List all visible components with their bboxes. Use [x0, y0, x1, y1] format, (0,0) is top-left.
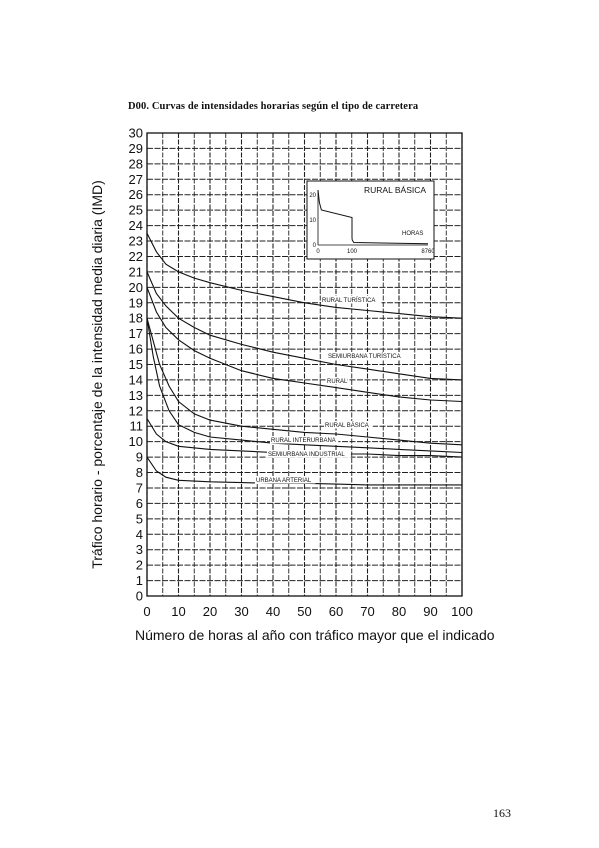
y-tick-label: 12: [129, 403, 143, 418]
x-tick-label: 50: [297, 604, 311, 619]
y-tick-label: 5: [136, 511, 143, 526]
inset-title: RURAL BÁSICA: [364, 185, 426, 195]
y-tick-label: 8: [136, 465, 143, 480]
series-line: [146, 318, 463, 446]
series-label-bg: [255, 476, 316, 484]
inset-x-tick: 8760: [421, 249, 435, 255]
series-line: [146, 271, 463, 381]
y-axis-label: Tráfico horario - porcentaje de la inten…: [89, 180, 105, 569]
y-tick-label: 15: [129, 357, 143, 372]
x-tick-label: 0: [143, 604, 150, 619]
y-tick-label: 16: [129, 342, 143, 357]
series-label: URBANA ARTERIAL: [256, 478, 312, 484]
x-tick-label: 20: [203, 604, 217, 619]
y-tick-label: 19: [129, 295, 143, 310]
y-tick-label: 20: [129, 280, 143, 295]
y-tick-label: 2: [136, 558, 143, 573]
y-tick-label: 28: [129, 156, 143, 171]
series-label-bg: [326, 377, 348, 385]
x-tick-label: 10: [171, 604, 185, 619]
x-tick-label: 100: [451, 604, 473, 619]
x-tick-label: 80: [392, 604, 406, 619]
inset-x-tick: 0: [316, 249, 320, 255]
series-label-bg: [327, 352, 407, 360]
series-label-bg: [270, 436, 339, 444]
x-tick-label: 40: [266, 604, 280, 619]
plot-frame: [146, 132, 463, 597]
inset-frame: [306, 180, 435, 260]
inset-chart: RURAL BÁSICA HORAS 0 10 20 0 100 8760: [306, 180, 435, 260]
x-tick-label: 90: [423, 604, 437, 619]
series-label: RURAL INTERURBANA: [271, 438, 336, 444]
y-tick-label: 11: [130, 419, 144, 434]
series-label: SEMIURBANA INDUSTRIAL: [268, 452, 345, 458]
y-tick-label: 30: [129, 126, 143, 141]
series-line: [146, 287, 463, 403]
y-tick-label: 17: [129, 326, 143, 341]
series-label-bg: [321, 296, 382, 304]
inset-y-tick: 0: [313, 243, 317, 249]
series-label: SEMIURBANA TURÍSTICA: [328, 353, 401, 360]
series-group: RURAL TURÍSTICA SEMIURBANA TURÍSTICA RURAL…: [146, 233, 463, 486]
inset-x-tick: 100: [347, 249, 358, 255]
inset-line: [317, 189, 429, 245]
y-tick-label: 18: [129, 311, 143, 326]
x-tick-label: 30: [234, 604, 248, 619]
y-tick-label: 6: [136, 496, 143, 511]
y-tick-label: 1: [136, 573, 143, 588]
inset-y-tick: 20: [309, 193, 316, 199]
y-tick-label: 23: [129, 234, 143, 249]
y-tick-label: 25: [129, 203, 143, 218]
series-label-bg: [324, 421, 373, 429]
y-tick-label: 27: [129, 172, 143, 187]
series-line: [146, 318, 463, 454]
series-line: [146, 233, 463, 319]
x-tick-label: 70: [360, 604, 374, 619]
y-tick-label: 21: [129, 264, 143, 279]
series-label: RURAL: [327, 379, 348, 385]
y-tick-label: 24: [129, 218, 143, 233]
y-tick-label: 29: [129, 141, 143, 156]
y-tick-label: 22: [129, 249, 143, 264]
y-tick-label: 7: [136, 480, 143, 495]
y-tick-label: 0: [136, 589, 143, 604]
y-tick-label: 9: [136, 450, 143, 465]
y-tick-label: 14: [129, 372, 143, 387]
series-label: RURAL BÁSICA: [325, 422, 369, 429]
series-label-bg: [267, 450, 351, 458]
y-tick-label: 10: [129, 434, 143, 449]
y-tick-label: 4: [136, 527, 143, 542]
inset-y-tick: 10: [309, 218, 316, 224]
page-number: 163: [493, 806, 511, 820]
x-tick-label: 60: [329, 604, 343, 619]
y-tick-label: 26: [129, 187, 143, 202]
series-label: RURAL TURÍSTICA: [322, 297, 375, 304]
y-tick-label: 3: [136, 542, 143, 557]
chart-title: D00. Curvas de intensidades horarias seg…: [128, 101, 419, 112]
inset-x-label: HORAS: [402, 231, 423, 237]
y-tick-label: 13: [129, 388, 143, 403]
x-axis-label: Número de horas al año con tráfico mayor…: [135, 627, 495, 643]
